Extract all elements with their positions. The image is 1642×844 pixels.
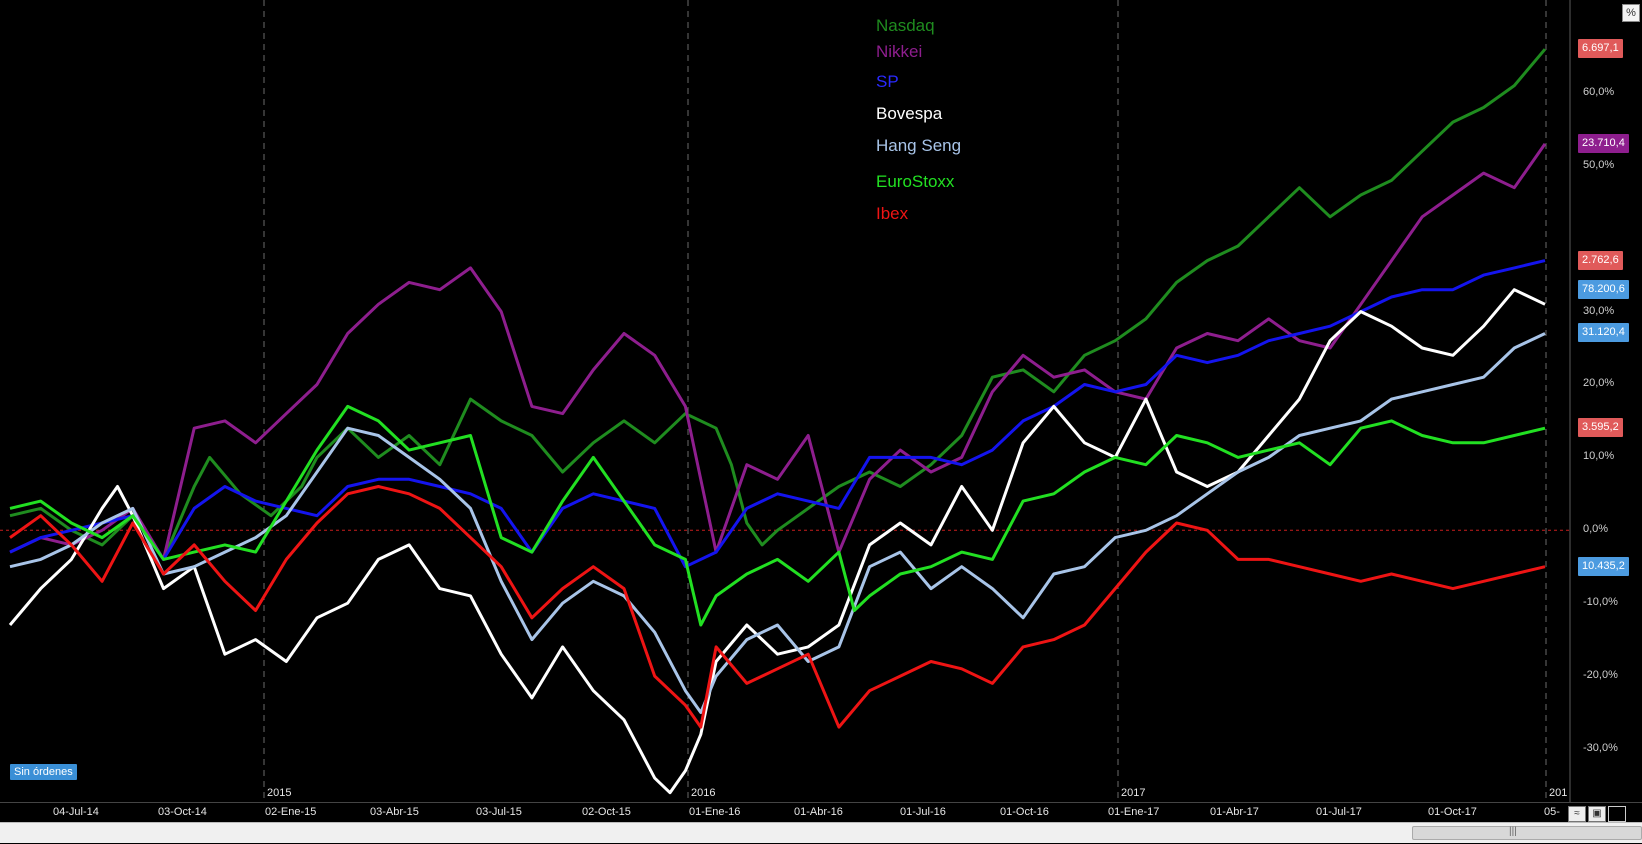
- last-value-badge: 6.697,1: [1578, 39, 1623, 59]
- x-tick-label: 01-Ene-16: [689, 806, 741, 818]
- series-line-nasdaq: [9, 48, 1547, 561]
- year-label: 201: [1549, 787, 1568, 799]
- y-tick-label: -20,0%: [1583, 669, 1618, 682]
- y-tick-label: 0,0%: [1583, 523, 1609, 536]
- x-tick-label: 03-Oct-14: [158, 806, 207, 818]
- last-value-badge: 2.762,6: [1578, 250, 1623, 270]
- chart-series-lines: [8, 48, 1547, 795]
- legend-item-eurostoxx: EuroStoxx: [876, 172, 955, 191]
- x-tick-label: 01-Oct-17: [1428, 806, 1477, 818]
- x-tick-label: 01-Jul-16: [900, 806, 946, 818]
- x-tick-label: 01-Jul-17: [1316, 806, 1362, 818]
- frame-icon[interactable]: [1608, 806, 1626, 822]
- last-value-badge: 31.120,4: [1578, 323, 1629, 343]
- save-icon[interactable]: ▣: [1588, 806, 1606, 822]
- year-label: 2015: [267, 787, 292, 799]
- y-tick-label: -10,0%: [1583, 596, 1618, 609]
- last-value-badge: 10.435,2: [1578, 556, 1629, 576]
- series-line-bovespa: [8, 288, 1546, 795]
- percent-scale-button[interactable]: %: [1622, 4, 1640, 22]
- x-tick-label: 01-Oct-16: [1000, 806, 1049, 818]
- x-tick-label: 01-Ene-17: [1108, 806, 1160, 818]
- year-label: 2017: [1121, 787, 1146, 799]
- x-tick-label: 01-Abr-17: [1210, 806, 1259, 818]
- y-tick-label: 20,0%: [1583, 377, 1615, 390]
- last-value-badge: 3.595,2: [1578, 418, 1623, 438]
- year-label: 2016: [691, 787, 716, 799]
- x-tick-label: 05-: [1544, 806, 1560, 818]
- last-value-badge: 23.710,4: [1578, 133, 1629, 153]
- legend-item-nasdaq: Nasdaq: [876, 16, 935, 35]
- x-tick-label: 01-Abr-16: [794, 806, 843, 818]
- last-value-badge: 78.200,6: [1578, 279, 1629, 299]
- y-tick-label: 30,0%: [1583, 304, 1615, 317]
- sin-ordenes-button[interactable]: Sin órdenes: [10, 764, 77, 780]
- x-tick-label: 02-Oct-15: [582, 806, 631, 818]
- series-line-sp: [9, 259, 1546, 569]
- x-tick-label: 03-Jul-15: [476, 806, 522, 818]
- x-axis-strip: [0, 802, 1642, 823]
- legend-item-bovespa: Bovespa: [876, 104, 943, 123]
- legend-item-nikkei: Nikkei: [876, 42, 923, 61]
- legend-item-sp: SP: [876, 72, 899, 91]
- x-tick-label: 03-Abr-15: [370, 806, 419, 818]
- chart-grid: [0, 0, 1571, 802]
- y-tick-label: 50,0%: [1583, 158, 1615, 171]
- series-line-ibex: [9, 485, 1546, 729]
- x-tick-label: 02-Ene-15: [265, 806, 317, 818]
- y-tick-label: 10,0%: [1583, 450, 1615, 463]
- legend-item-hang-seng: Hang Seng: [876, 136, 962, 155]
- x-tick-label: 04-Jul-14: [53, 806, 99, 818]
- series-line-nikkei: [9, 143, 1547, 561]
- horizontal-scrollbar[interactable]: |||: [0, 822, 1642, 843]
- zoom-icon[interactable]: ≈: [1568, 806, 1586, 822]
- series-line-eurostoxx: [9, 404, 1546, 627]
- y-tick-label: -30,0%: [1583, 741, 1618, 754]
- grip-icon: |||: [1509, 826, 1517, 837]
- y-tick-label: 60,0%: [1583, 85, 1615, 98]
- scrollbar-thumb[interactable]: |||: [1412, 826, 1642, 840]
- legend-item-ibex: Ibex: [876, 204, 909, 223]
